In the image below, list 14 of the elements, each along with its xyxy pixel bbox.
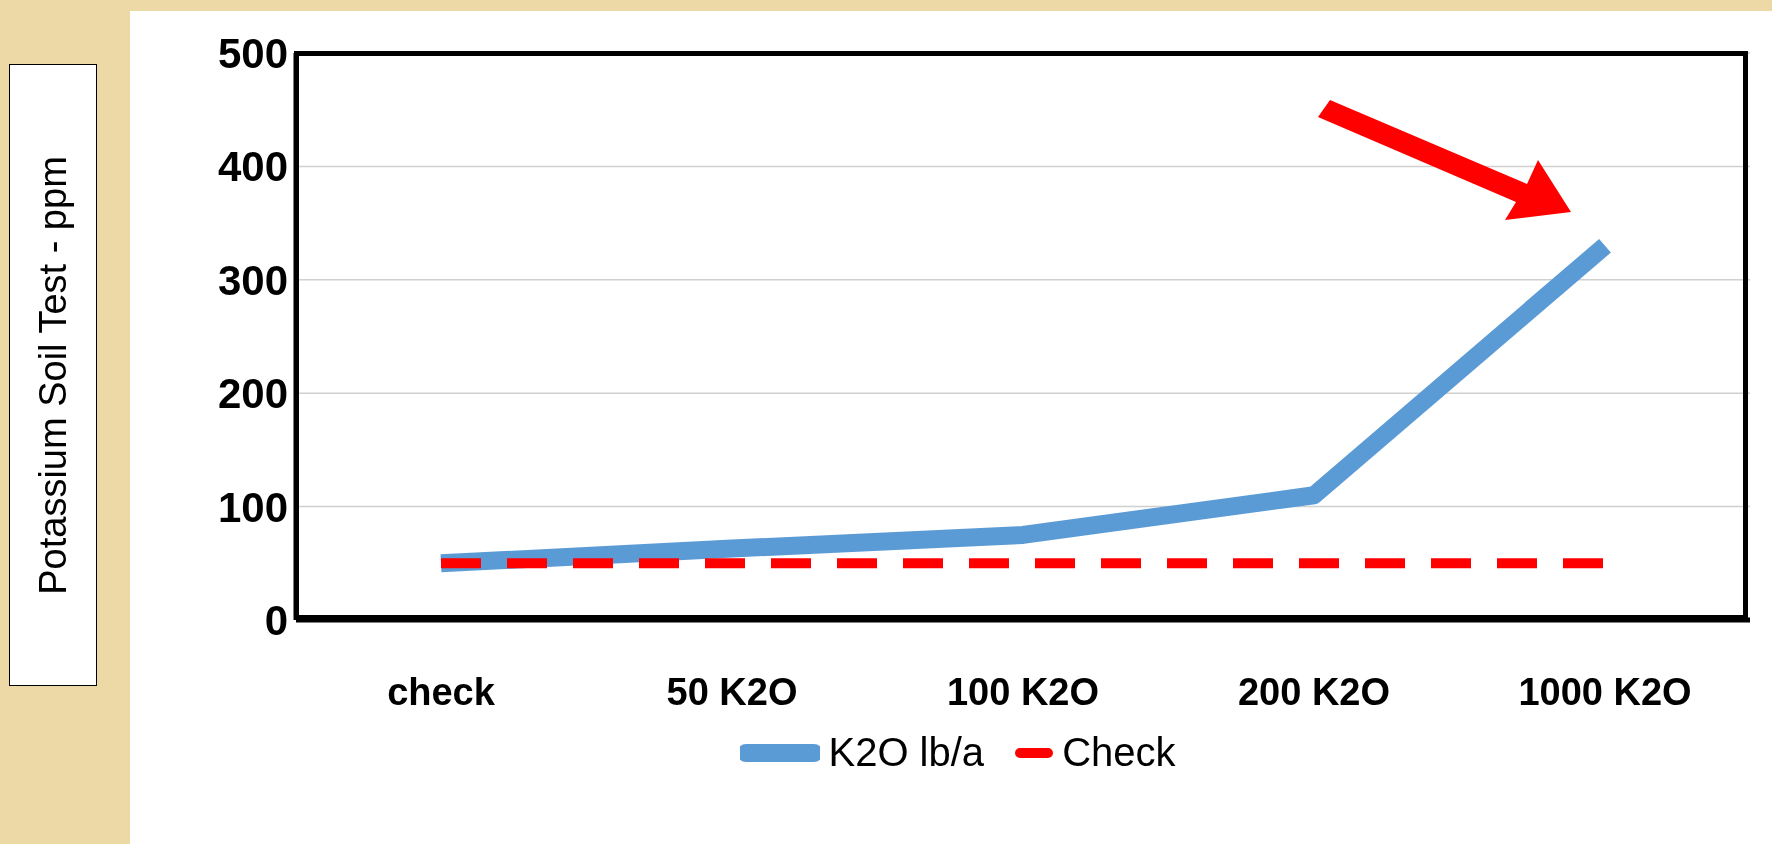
y-tick-label: 100 xyxy=(217,483,288,531)
y-tick-label: 300 xyxy=(217,256,288,304)
legend-label: K2O lb/a xyxy=(828,730,985,775)
x-tick-label: 200 K2O xyxy=(1237,670,1391,713)
y-tick-label: 500 xyxy=(217,29,288,77)
y-tick-label: 200 xyxy=(217,370,288,418)
legend-label: Check xyxy=(1062,730,1176,775)
x-tick-label: 50 K2O xyxy=(666,670,798,713)
x-tick-label: 1000 K2O xyxy=(1518,670,1692,713)
y-tick-label: 0 xyxy=(264,596,288,644)
y-axis-title: Potassium Soil Test - ppm xyxy=(31,155,75,595)
x-tick-label: 100 K2O xyxy=(946,670,1100,713)
y-tick-label: 400 xyxy=(217,143,288,191)
x-tick-label: check xyxy=(387,670,496,713)
